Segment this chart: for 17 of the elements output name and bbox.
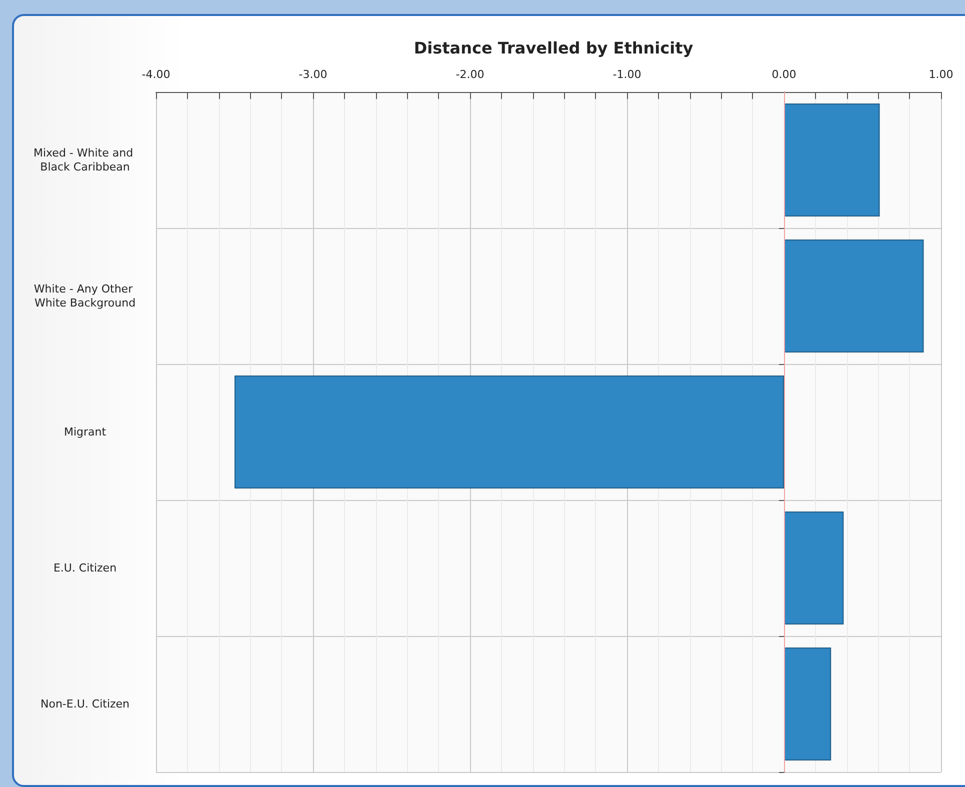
bar	[784, 104, 880, 216]
bar	[784, 512, 844, 624]
chart-title: Distance Travelled by Ethnicity	[414, 38, 694, 58]
y-tick-label: Mixed - White and Black Caribbean	[33, 146, 137, 174]
x-tick-label: -3.00	[298, 68, 328, 81]
bar	[784, 648, 832, 760]
y-tick-label: E.U. Citizen	[53, 562, 117, 574]
bar	[234, 376, 784, 488]
x-tick-label: -4.00	[142, 68, 170, 81]
x-tick-label: -2.00	[456, 68, 484, 81]
y-tick-label: White - Any Other White Background	[34, 282, 136, 310]
y-tick-label: Non-E.U. Citizen	[40, 698, 130, 710]
x-tick-label: 1.00	[928, 68, 954, 81]
bar	[784, 240, 924, 352]
x-tick-label: -1.00	[612, 68, 642, 81]
y-tick-label: Migrant	[64, 426, 107, 438]
x-tick-label: 0.00	[772, 68, 796, 81]
